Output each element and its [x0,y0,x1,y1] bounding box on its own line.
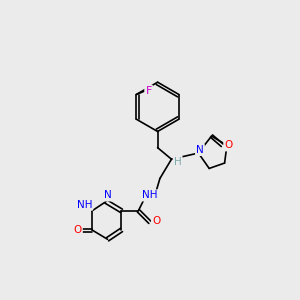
Text: NH: NH [142,190,158,200]
Text: H: H [174,157,182,166]
Text: O: O [152,216,160,226]
Text: N: N [196,145,204,155]
Text: O: O [74,225,82,235]
Text: N: N [104,190,112,200]
Text: O: O [224,140,232,150]
Text: F: F [146,86,152,96]
Text: NH: NH [77,200,92,210]
